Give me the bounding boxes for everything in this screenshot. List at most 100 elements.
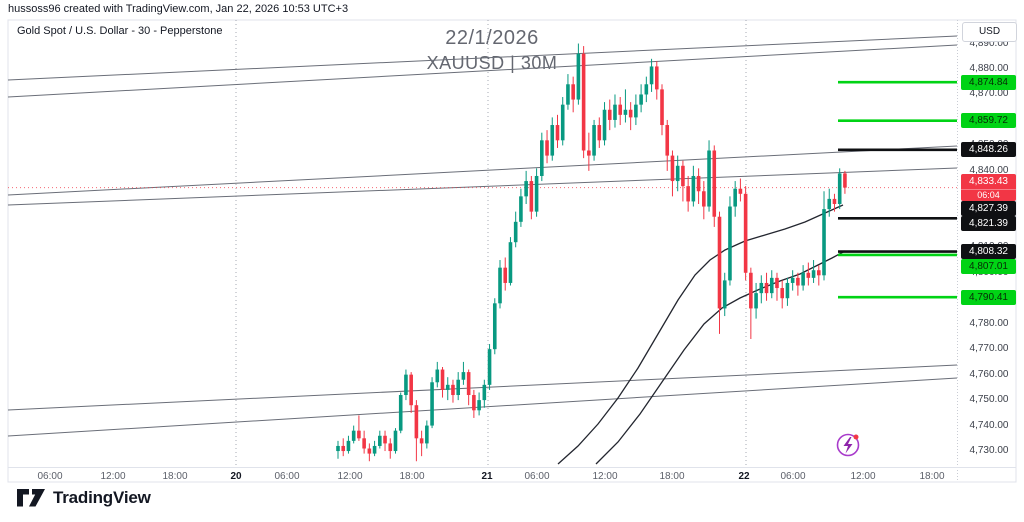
candle-body (597, 125, 602, 141)
candle-body (775, 277, 779, 289)
candle-body (545, 140, 549, 156)
currency-toggle-button[interactable]: USD (962, 22, 1017, 42)
time-tick-label: 06:00 (524, 471, 550, 482)
candle-body (749, 272, 753, 309)
candle-body (430, 382, 434, 426)
price-label-black[interactable]: 4,848.26 (961, 142, 1016, 158)
candle-body (503, 267, 508, 283)
candle-body (769, 277, 774, 294)
price-label-green[interactable]: 4,790.41 (961, 289, 1016, 305)
candle-body (722, 280, 727, 309)
candle-body (425, 425, 429, 444)
candle-body (461, 372, 466, 380)
trend-line[interactable] (7, 364, 958, 411)
candle-body (445, 384, 450, 390)
trend-line[interactable] (7, 167, 958, 206)
lightning-event-icon[interactable] (836, 433, 860, 457)
candle-body (837, 173, 842, 204)
candle-body (524, 181, 528, 197)
candle-body (811, 270, 816, 278)
candle-body (414, 405, 419, 439)
price-label-green[interactable]: 4,874.84 (961, 74, 1016, 90)
event-badge-dot (853, 434, 859, 440)
time-tick-label: 18:00 (919, 471, 945, 482)
price-label-black[interactable]: 4,827.39 (961, 201, 1016, 217)
candle-body (602, 109, 607, 141)
candle-body (472, 395, 476, 411)
trend-line[interactable] (7, 145, 958, 196)
trend-line[interactable] (7, 44, 958, 98)
candle-body (827, 198, 832, 210)
tradingview-logo[interactable]: TradingView (16, 487, 151, 509)
candle-body (613, 104, 617, 120)
candle-body (571, 84, 575, 100)
candle-body (790, 277, 795, 283)
candle-body (492, 303, 497, 350)
candle-body (534, 175, 539, 212)
candle-body (832, 198, 837, 204)
watermark-symbol: XAUUSD | 30M (426, 53, 558, 73)
candle-body (686, 186, 690, 202)
candle-body (702, 191, 706, 207)
candle-body (660, 89, 664, 126)
time-tick-label: 18:00 (399, 471, 425, 482)
price-label-red[interactable]: 4,833.43 06:04 (961, 174, 1016, 202)
candle-body (733, 188, 737, 207)
candle-body (529, 181, 534, 212)
candle-body (780, 288, 785, 299)
price-tick-label: 4,880.00 (969, 63, 1009, 74)
candle-body (623, 109, 628, 115)
candle-body (498, 267, 502, 304)
price-label-black[interactable]: 4,808.32 (961, 244, 1016, 260)
price-label-green[interactable]: 4,807.01 (961, 259, 1016, 275)
candle-body (822, 209, 826, 276)
candle-body (738, 188, 743, 194)
candle-body (378, 435, 382, 446)
candle-body (796, 277, 800, 286)
tradingview-logo-icon (17, 489, 45, 507)
candle-body (607, 109, 612, 120)
candle-body (566, 84, 570, 105)
time-tick-label: 18:00 (659, 471, 685, 482)
price-label-green[interactable]: 4,859.72 (961, 113, 1016, 129)
candle-body (581, 53, 586, 151)
candle-body (372, 445, 377, 454)
candle-body (618, 104, 623, 115)
candle-body (435, 369, 440, 383)
time-tick-label: 12:00 (100, 471, 126, 482)
price-axis[interactable]: 4,890.004,880.004,870.004,860.004,850.00… (958, 20, 1024, 482)
candle-body (707, 150, 711, 207)
candle-body (555, 125, 560, 141)
price-tick-label: 4,740.00 (969, 419, 1009, 431)
time-tick-label: 06:00 (274, 471, 300, 482)
price-label-black[interactable]: 4,821.39 (961, 216, 1016, 232)
watermark-date: 22/1/2026 (445, 27, 539, 49)
candle-body (409, 374, 413, 406)
time-tick-label: 12:00 (592, 471, 618, 482)
candle-body (357, 430, 361, 439)
price-tick-label: 4,870.00 (969, 88, 1009, 100)
candle-body (456, 379, 460, 396)
trend-line[interactable] (7, 35, 958, 81)
candle-body (696, 175, 701, 192)
candle-body (513, 221, 518, 243)
trend-line[interactable] (7, 377, 958, 437)
price-tick-label: 4,890.00 (969, 37, 1009, 49)
candle-body (759, 282, 764, 294)
candle-body (649, 66, 654, 85)
candle-body (440, 369, 445, 390)
time-tick-label: 12:00 (850, 471, 876, 482)
countdown-timer: 06:04 (961, 189, 1016, 201)
candle-body (843, 173, 847, 188)
time-tick-label: 18:00 (162, 471, 188, 482)
candle-body (670, 155, 675, 182)
ma-curve[interactable] (557, 204, 844, 465)
ma-curve[interactable] (595, 250, 846, 465)
candle-body (576, 53, 581, 100)
symbol-legend[interactable]: Gold Spot / U.S. Dollar - 30 - Peppersto… (17, 25, 223, 37)
time-axis[interactable]: 06:00 12:00 18:00 20 06:00 12:00 18:00 21 06:00 1… (0, 467, 958, 487)
candle-body (675, 165, 680, 182)
candle-body (388, 443, 393, 452)
